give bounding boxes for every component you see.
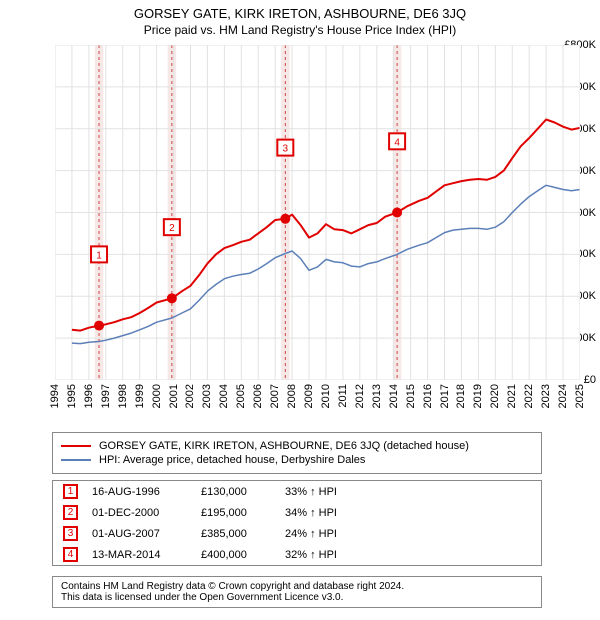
legend-label: GORSEY GATE, KIRK IRETON, ASHBOURNE, DE6… [99, 440, 469, 452]
table-row: 2 01-DEC-2000 £195,000 34% ↑ HPI [53, 502, 541, 523]
row-price: £130,000 [201, 486, 271, 498]
footer-attribution: Contains HM Land Registry data © Crown c… [52, 576, 542, 608]
chart-container: GORSEY GATE, KIRK IRETON, ASHBOURNE, DE6… [0, 0, 600, 620]
x-tick-label: 2007 [269, 384, 281, 408]
x-tick-label: 2019 [472, 384, 484, 408]
row-marker: 3 [63, 526, 78, 541]
svg-text:3: 3 [283, 144, 289, 155]
x-tick-label: 2002 [184, 384, 196, 408]
x-tick-label: 1996 [83, 384, 95, 408]
row-price: £400,000 [201, 549, 271, 561]
x-tick-label: 1998 [117, 384, 129, 408]
x-tick-label: 2012 [354, 384, 366, 408]
row-date: 01-DEC-2000 [92, 507, 187, 519]
row-date: 16-AUG-1996 [92, 486, 187, 498]
x-tick-label: 2017 [439, 384, 451, 408]
svg-text:4: 4 [394, 137, 400, 148]
legend-item: GORSEY GATE, KIRK IRETON, ASHBOURNE, DE6… [61, 439, 533, 453]
x-tick-label: 2003 [201, 384, 213, 408]
x-tick-label: 2011 [337, 384, 349, 408]
x-tick-label: 2023 [540, 384, 552, 408]
x-tick-label: 1997 [100, 384, 112, 408]
x-tick-label: 2006 [252, 384, 264, 408]
legend-label: HPI: Average price, detached house, Derb… [99, 454, 365, 466]
table-row: 1 16-AUG-1996 £130,000 33% ↑ HPI [53, 481, 541, 502]
legend-swatch [61, 445, 91, 447]
chart-subtitle: Price paid vs. HM Land Registry's House … [0, 21, 600, 41]
row-date: 13-MAR-2014 [92, 549, 187, 561]
x-tick-label: 2008 [286, 384, 298, 408]
row-date: 01-AUG-2007 [92, 528, 187, 540]
chart-title: GORSEY GATE, KIRK IRETON, ASHBOURNE, DE6… [0, 0, 600, 21]
x-tick-label: 2010 [320, 384, 332, 408]
x-tick-label: 1994 [49, 384, 61, 408]
x-tick-label: 2018 [455, 384, 467, 408]
svg-text:1: 1 [96, 250, 102, 261]
legend-item: HPI: Average price, detached house, Derb… [61, 453, 533, 467]
x-tick-label: 2005 [235, 384, 247, 408]
x-tick-label: 2015 [405, 384, 417, 408]
x-tick-label: 2001 [168, 384, 180, 408]
row-marker: 4 [63, 547, 78, 562]
footer-line1: Contains HM Land Registry data © Crown c… [61, 581, 533, 592]
table-row: 3 01-AUG-2007 £385,000 24% ↑ HPI [53, 523, 541, 544]
x-tick-label: 2022 [523, 384, 535, 408]
legend-swatch [61, 459, 91, 461]
table-row: 4 13-MAR-2014 £400,000 32% ↑ HPI [53, 544, 541, 565]
row-price: £195,000 [201, 507, 271, 519]
x-tick-label: 2013 [371, 384, 383, 408]
x-tick-label: 1995 [66, 384, 78, 408]
row-marker: 2 [63, 505, 78, 520]
footer-line2: This data is licensed under the Open Gov… [61, 592, 533, 603]
chart-plot: 1 2 3 4 [55, 45, 580, 380]
row-pct: 33% ↑ HPI [285, 486, 375, 498]
x-tick-label: 1999 [134, 384, 146, 408]
x-tick-label: 2009 [303, 384, 315, 408]
x-tick-label: 2014 [388, 384, 400, 408]
x-tick-label: 2000 [151, 384, 163, 408]
row-pct: 32% ↑ HPI [285, 549, 375, 561]
x-tick-label: 2021 [506, 384, 518, 408]
x-tick-label: 2016 [422, 384, 434, 408]
legend: GORSEY GATE, KIRK IRETON, ASHBOURNE, DE6… [52, 432, 542, 474]
x-tick-label: 2025 [574, 384, 586, 408]
row-price: £385,000 [201, 528, 271, 540]
row-marker: 1 [63, 484, 78, 499]
sales-table: 1 16-AUG-1996 £130,000 33% ↑ HPI 2 01-DEC-200… [52, 480, 542, 566]
row-pct: 34% ↑ HPI [285, 507, 375, 519]
svg-text:2: 2 [169, 223, 175, 234]
x-tick-label: 2020 [489, 384, 501, 408]
x-tick-label: 2004 [218, 384, 230, 408]
x-tick-label: 2024 [557, 384, 569, 408]
row-pct: 24% ↑ HPI [285, 528, 375, 540]
